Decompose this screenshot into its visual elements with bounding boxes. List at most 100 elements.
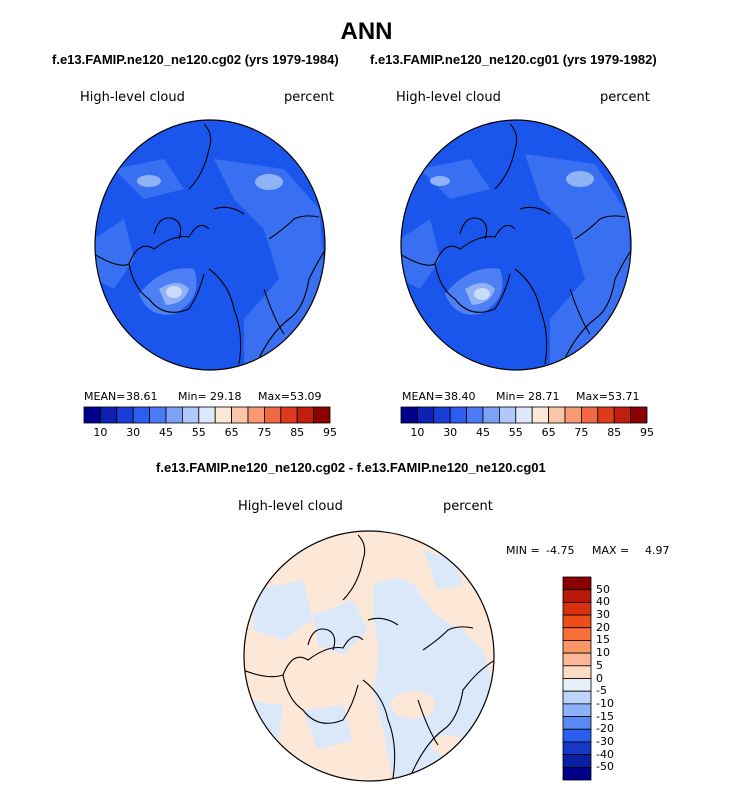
panel1-variable-label: High-level cloud (80, 90, 185, 105)
colorbar-tick-label: 75 (257, 426, 272, 439)
colorbar-swatch (562, 703, 592, 717)
colorbar-tick-label: 95 (640, 426, 654, 439)
panel3-min-value: -4.75 (546, 544, 575, 557)
colorbar-tick-label: 40 (596, 595, 610, 609)
colorbar-swatch (482, 406, 500, 424)
panel3-colorbar (562, 576, 592, 781)
colorbar-swatch (449, 406, 468, 424)
colorbar-swatch (515, 406, 533, 424)
panel1-max-label: Max= (258, 390, 290, 403)
colorbar-tick-label: 45 (476, 426, 490, 439)
colorbar-swatch (499, 406, 517, 424)
panel2-max-value: 53.71 (608, 390, 640, 403)
panel1-colorbar-labels: 10 30 45 55 65 75 85 95 (83, 426, 337, 440)
colorbar-swatch (562, 640, 592, 654)
panel1-mean-label: MEAN= (84, 390, 126, 403)
left-panel-subtitle: f.e13.FAMIP.ne120_ne120.cg02 (yrs 1979-1… (52, 52, 339, 67)
colorbar-swatch (548, 406, 566, 424)
colorbar-tick-label: -30 (596, 734, 614, 748)
colorbar-swatch (562, 754, 592, 768)
panel3-max-value: 4.97 (645, 544, 670, 557)
colorbar-swatch (562, 614, 592, 629)
colorbar-swatch (99, 406, 118, 424)
colorbar-swatch (132, 406, 151, 424)
colorbar-tick-label: 65 (541, 426, 556, 439)
colorbar-swatch (433, 406, 451, 424)
right-panel-subtitle: f.e13.FAMIP.ne120_ne120.cg01 (yrs 1979-1… (370, 52, 657, 67)
figure-title: ANN (340, 18, 393, 45)
colorbar-tick-label: 55 (508, 426, 523, 439)
colorbar-tick-label: -40 (596, 747, 614, 761)
colorbar-swatch (597, 406, 615, 424)
colorbar-swatch (562, 690, 592, 705)
colorbar-swatch (562, 741, 592, 756)
colorbar-swatch (562, 652, 592, 667)
panel1-mean-value: 38.61 (126, 390, 158, 403)
colorbar-swatch (247, 406, 265, 424)
colorbar-swatch (231, 406, 249, 424)
panel1-units-label: percent (284, 90, 334, 105)
panel2-polar-map (400, 119, 632, 371)
colorbar-swatch (214, 406, 232, 424)
panel2-min-value: 28.71 (528, 390, 560, 403)
colorbar-tick-label: 15 (596, 633, 610, 647)
panel2-colorbar (400, 406, 648, 424)
colorbar-swatch (562, 766, 592, 781)
colorbar-swatch (613, 406, 631, 424)
colorbar-tick-label: -20 (596, 722, 614, 736)
colorbar-swatch (562, 601, 592, 616)
panel2-max-label: Max= (576, 390, 608, 403)
colorbar-tick-label: 75 (574, 426, 589, 439)
colorbar-swatch (564, 406, 582, 424)
colorbar-swatch (562, 576, 592, 591)
colorbar-swatch (416, 406, 435, 424)
panel2-mean-value: 38.40 (444, 390, 476, 403)
colorbar-swatch (165, 406, 183, 424)
colorbar-swatch (562, 627, 592, 641)
colorbar-tick-label: -5 (596, 684, 607, 698)
colorbar-swatch (182, 406, 200, 424)
colorbar-swatch (280, 406, 298, 424)
colorbar-swatch (263, 406, 282, 424)
colorbar-swatch (562, 728, 592, 743)
panel1-min-value: 29.18 (210, 390, 242, 403)
colorbar-tick-label: 85 (607, 426, 622, 439)
colorbar-tick-label: 30 (596, 608, 610, 622)
colorbar-swatch (562, 716, 592, 730)
colorbar-tick-label: 45 (159, 426, 173, 439)
colorbar-tick-label: 30 (126, 426, 141, 439)
panel1-colorbar (83, 406, 331, 424)
colorbar-tick-label: 55 (191, 426, 206, 439)
colorbar-swatch (580, 406, 599, 424)
colorbar-swatch (630, 406, 648, 424)
colorbar-tick-label: 50 (596, 582, 610, 596)
panel2-mean-label: MEAN= (402, 390, 444, 403)
panel2-variable-label: High-level cloud (396, 90, 501, 105)
colorbar-swatch (313, 406, 331, 424)
colorbar-tick-label: 95 (323, 426, 337, 439)
panel3-polar-map (243, 530, 495, 782)
colorbar-tick-label: 5 (596, 658, 603, 672)
colorbar-tick-label: -10 (596, 696, 614, 710)
panel2-units-label: percent (600, 90, 650, 105)
colorbar-swatch (198, 406, 216, 424)
colorbar-tick-label: 10 (93, 426, 108, 439)
colorbar-swatch (562, 589, 592, 603)
panel1-min-label: Min= (178, 390, 207, 403)
panel3-colorbar-labels: 50 40 30 20 15 10 5 0 -5 -10 -15 -20 -30 -40 -50 (596, 576, 646, 781)
colorbar-tick-label: 10 (596, 646, 610, 660)
colorbar-swatch (83, 406, 101, 424)
colorbar-swatch (149, 406, 167, 424)
colorbar-swatch (400, 406, 418, 424)
diff-panel-subtitle: f.e13.FAMIP.ne120_ne120.cg02 - f.e13.FAM… (156, 460, 546, 475)
panel3-max-label: MAX = (592, 544, 630, 557)
colorbar-tick-label: 10 (410, 426, 425, 439)
colorbar-swatch (466, 406, 484, 424)
colorbar-tick-label: 20 (596, 620, 610, 634)
panel3-units-label: percent (443, 499, 493, 514)
colorbar-swatch (531, 406, 549, 424)
colorbar-swatch (562, 665, 592, 679)
panel2-colorbar-labels: 10 30 45 55 65 75 85 95 (400, 426, 654, 440)
colorbar-swatch (116, 406, 134, 424)
colorbar-tick-label: 85 (290, 426, 305, 439)
